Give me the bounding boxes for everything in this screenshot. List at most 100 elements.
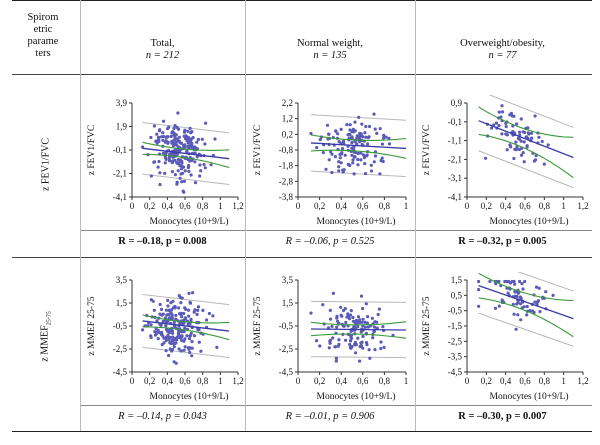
x-tick-label: 0,6	[519, 376, 531, 386]
scatter-fev1-normal: 2,2 1,2 0,2 -0,8 -1,8 -2,8 -3,80 0,2 0,4 0,6 0,8 1M…	[253, 98, 408, 227]
data-point	[349, 336, 354, 340]
data-point	[149, 174, 153, 178]
data-point	[186, 322, 190, 326]
data-point	[209, 163, 213, 167]
data-point	[186, 141, 190, 145]
data-point	[164, 324, 168, 328]
scatter-fev1-overweight: 0,9 -0,1 -1,1 -2,1 -3,1 -4,10 0,2 0,4 0,6 0,8 1 1,2…	[422, 95, 589, 227]
x-tick-label: 1	[561, 376, 566, 386]
data-point	[509, 145, 513, 149]
data-point	[309, 311, 313, 315]
data-point	[373, 127, 377, 131]
confidence-band-line	[310, 149, 407, 159]
data-point	[341, 168, 345, 172]
data-point	[164, 139, 168, 143]
data-point	[500, 132, 504, 136]
data-point	[163, 161, 167, 165]
data-point	[356, 163, 360, 167]
data-point	[199, 169, 203, 173]
data-point	[161, 151, 165, 155]
data-point	[197, 340, 201, 344]
data-point	[155, 132, 159, 136]
data-point	[361, 306, 365, 311]
y-tick-label: -2,5	[448, 336, 463, 346]
data-point	[379, 346, 383, 351]
x-tick-label: 0,2	[481, 201, 492, 211]
data-point	[336, 344, 340, 348]
data-point	[334, 359, 338, 363]
data-point	[192, 334, 196, 338]
data-point	[375, 131, 379, 135]
data-point	[157, 159, 161, 164]
stat-mmef-total: R = –0.14, p = 0.043	[118, 411, 207, 422]
data-point	[358, 320, 362, 325]
data-point	[365, 154, 369, 158]
data-point	[315, 146, 319, 150]
data-point	[170, 348, 175, 352]
x-tick-label: 0,8	[197, 376, 209, 386]
col-n-total: n = 212	[145, 50, 180, 61]
stat-fev1-normal: R = –0.06, p = 0.525	[285, 236, 375, 247]
data-point	[200, 137, 204, 141]
x-tick-label: 1	[561, 201, 566, 211]
x-tick-label: 0,4	[162, 201, 174, 211]
data-point	[190, 146, 194, 150]
data-point	[192, 310, 196, 314]
data-point	[178, 321, 182, 325]
y-axis-label: z FEV1/FVC	[422, 125, 432, 175]
x-tick-label: 0	[465, 201, 470, 211]
data-point	[185, 334, 189, 338]
data-point	[477, 288, 481, 292]
y-axis-label: z FEV1/FVC	[87, 125, 97, 175]
x-tick-label: 0,2	[314, 201, 325, 211]
data-point	[538, 310, 542, 314]
prediction-band-line	[488, 95, 574, 128]
data-point	[351, 158, 355, 162]
data-point	[215, 345, 219, 349]
y-tick-label: -0,5	[279, 321, 294, 331]
data-point	[360, 340, 364, 344]
data-point	[355, 319, 359, 323]
data-point	[516, 136, 520, 140]
data-point	[337, 169, 341, 173]
data-point	[514, 140, 518, 144]
data-point	[175, 336, 179, 340]
data-point	[161, 319, 165, 324]
data-point	[358, 131, 362, 135]
data-point	[527, 132, 531, 136]
data-point	[357, 115, 361, 119]
data-point	[353, 155, 357, 159]
data-point	[174, 317, 178, 321]
data-point	[167, 312, 171, 316]
data-point	[344, 338, 348, 342]
data-point	[158, 182, 162, 187]
data-point	[366, 315, 370, 319]
rule-top	[12, 0, 592, 1]
y-axis-label: z FEV1/FVC	[253, 125, 263, 175]
data-point	[365, 343, 369, 347]
data-point	[179, 159, 183, 163]
data-point	[352, 172, 356, 176]
data-point	[149, 323, 153, 327]
vrule-0	[80, 0, 81, 431]
data-point	[175, 143, 179, 147]
data-point	[161, 131, 165, 135]
data-point	[182, 144, 186, 148]
data-point	[149, 335, 153, 339]
stat-mmef-normal: R = –0.01, p = 0.906	[285, 411, 375, 422]
prediction-band-line	[310, 356, 407, 359]
data-point	[493, 306, 498, 310]
data-point	[189, 331, 193, 335]
confidence-band-line	[478, 297, 574, 338]
data-point	[525, 304, 529, 309]
data-point	[180, 180, 184, 184]
y-tick-label: -0,1	[113, 145, 127, 155]
data-point	[328, 317, 333, 321]
data-point	[164, 319, 168, 323]
data-point	[185, 150, 189, 154]
data-point	[179, 167, 184, 171]
x-axis-label: Monocytes (10+9/L)	[490, 391, 569, 402]
data-point	[525, 144, 529, 148]
data-point	[500, 298, 504, 302]
data-point	[359, 294, 364, 298]
